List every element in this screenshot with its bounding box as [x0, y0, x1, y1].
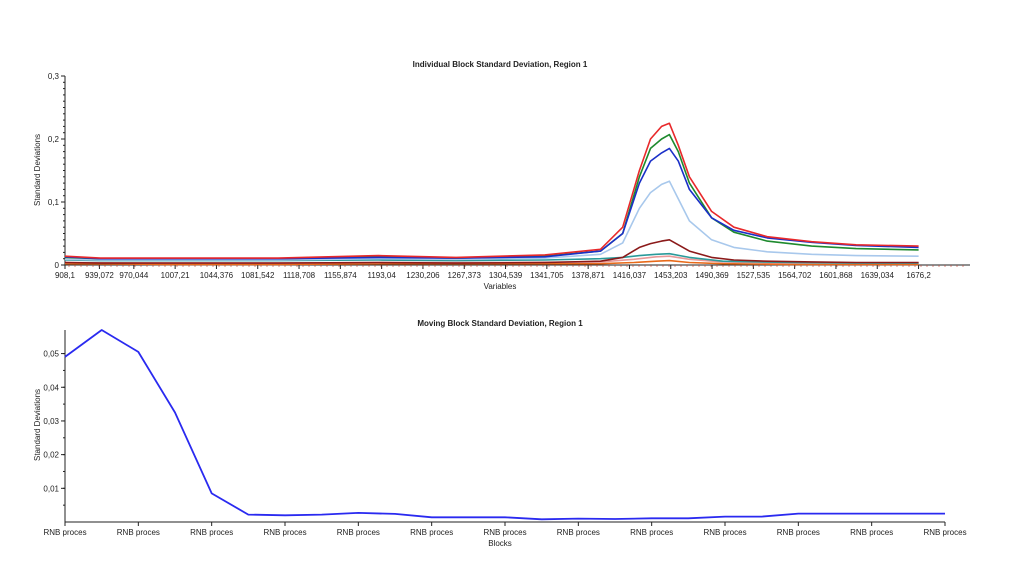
chart1-series-red	[64, 122, 919, 259]
chart1-x-tick-label: 1193,04	[367, 271, 396, 280]
chart2-x-tick-label: RNB proces	[483, 528, 526, 537]
chart1-x-tick-label: 1676,2	[906, 271, 931, 280]
chart1-x-tick-label: 1378,871	[571, 271, 605, 280]
chart2-y-tick-label: 0,01	[43, 484, 59, 493]
chart1-y-axis-label: Standard Deviations	[33, 134, 42, 206]
chart1-y-tick-label: 0,3	[48, 72, 60, 81]
chart1-y-tick-label: 0	[55, 261, 60, 270]
chart1-x-tick-label: 1304,539	[489, 271, 523, 280]
chart2-series-moving-std	[64, 329, 945, 521]
chart2-x-tick-label: RNB proces	[703, 528, 746, 537]
chart1-x-tick-label: 1155,874	[324, 271, 357, 280]
chart1-x-tick-label: 1341,705	[530, 271, 564, 280]
chart1-x-tick-label: 1081,542	[241, 271, 275, 280]
chart2-x-tick-label: RNB proces	[263, 528, 306, 537]
chart2-x-tick-label: RNB proces	[337, 528, 380, 537]
chart1-x-tick-label: 1527,535	[737, 271, 771, 280]
chart1-x-tick-label: 1118,708	[283, 271, 316, 280]
chart1-series-light-blue	[64, 180, 919, 261]
chart1-title: Individual Block Standard Deviation, Reg…	[413, 60, 588, 69]
chart1-x-tick-label: 908,1	[55, 271, 76, 280]
chart1-x-tick-label: 1267,373	[448, 271, 482, 280]
chart1-y-tick-label: 0,2	[48, 135, 60, 144]
chart1-x-tick-label: 939,072	[85, 271, 114, 280]
chart2-y-tick-label: 0,02	[43, 451, 59, 460]
chart1-x-tick-label: 1007,21	[161, 271, 190, 280]
chart2-y-axis-label: Standard Deviations	[33, 389, 42, 461]
chart1-y-tick-label: 0,1	[48, 198, 60, 207]
chart1-x-tick-label: 1490,369	[695, 271, 729, 280]
chart2-x-tick-label: RNB proces	[410, 528, 453, 537]
chart1-series-dark-red	[64, 239, 919, 264]
chart2-y-tick-label: 0,04	[43, 383, 59, 392]
moving-block-std-chart: Moving Block Standard Deviation, Region …	[33, 319, 967, 548]
chart1-series-orange	[64, 259, 919, 266]
chart1-x-tick-label: 1601,868	[819, 271, 853, 280]
chart2-x-tick-label: RNB proces	[43, 528, 86, 537]
chart1-x-tick-label: 1453,203	[654, 271, 688, 280]
chart1-x-tick-label: 1044,376	[200, 271, 234, 280]
chart2-x-tick-label: RNB proces	[190, 528, 233, 537]
chart1-x-tick-label: 1639,034	[861, 271, 895, 280]
chart2-x-tick-label: RNB proces	[777, 528, 820, 537]
chart2-title: Moving Block Standard Deviation, Region …	[417, 319, 583, 328]
chart1-x-tick-label: 1230,206	[406, 271, 440, 280]
chart2-x-tick-label: RNB proces	[557, 528, 600, 537]
chart2-x-tick-label: RNB proces	[850, 528, 893, 537]
chart1-x-tick-label: 1564,702	[778, 271, 812, 280]
chart1-x-axis-label: Variables	[484, 282, 517, 291]
individual-block-std-chart: Individual Block Standard Deviation, Reg…	[33, 60, 970, 291]
chart2-x-tick-label: RNB proces	[117, 528, 160, 537]
chart2-x-axis-label: Blocks	[488, 539, 512, 548]
chart2-x-tick-label: RNB proces	[630, 528, 673, 537]
chart1-series-blue	[64, 147, 919, 260]
chart1-x-tick-label: 1416,037	[613, 271, 647, 280]
chart1-x-tick-label: 970,044	[119, 271, 148, 280]
chart2-x-tick-label: RNB proces	[923, 528, 966, 537]
chart2-y-tick-label: 0,05	[43, 350, 59, 359]
chart2-y-tick-label: 0,03	[43, 417, 59, 426]
